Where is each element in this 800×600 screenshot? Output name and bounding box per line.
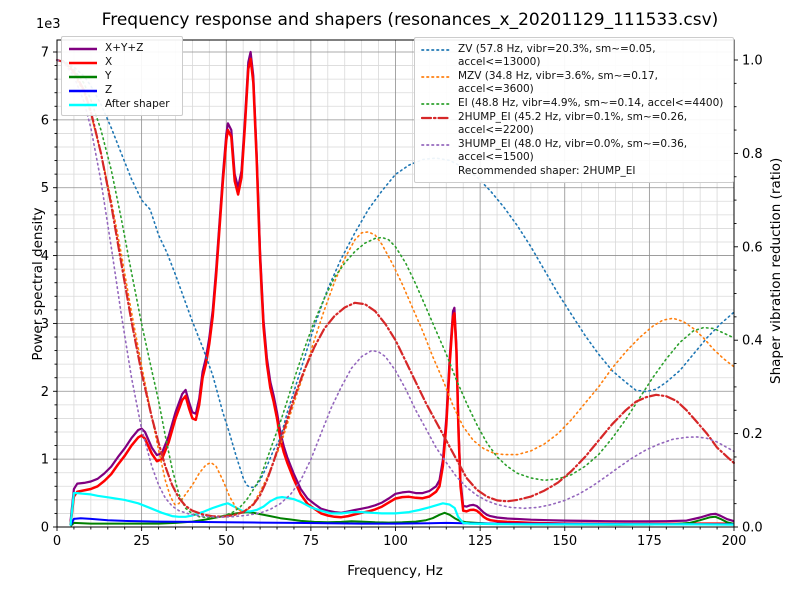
y-left-tick-label: 7 <box>41 46 49 61</box>
line-swatch-y <box>69 75 97 79</box>
series-ei <box>56 59 735 519</box>
legend-label: MZV (34.8 Hz, vibr=3.6%, sm~=0.17, accel… <box>458 70 658 95</box>
legend-item: MZV (34.8 Hz, vibr=3.6%, sm~=0.17, accel… <box>421 70 727 96</box>
x-tick-label: 175 <box>637 534 662 549</box>
y-right-tick-label: 0.2 <box>742 427 763 442</box>
y-left-tick-label: 2 <box>41 385 49 400</box>
y-axis-offset-label: 1e3 <box>36 17 61 32</box>
legend-item: Z <box>68 84 176 97</box>
series-x-y-z <box>69 50 735 523</box>
line-swatch-3hump-ei <box>421 144 451 146</box>
line-swatch-ei <box>421 103 451 105</box>
y-left-tick-label: 4 <box>41 249 49 264</box>
line-swatch-2hump-ei <box>421 116 451 120</box>
y-right-tick-label: 0.0 <box>742 521 763 536</box>
legend-item: After shaper <box>68 98 176 111</box>
line-swatch-after-shaper <box>69 103 97 107</box>
legend-label: 2HUMP_EI (45.2 Hz, vibr=0.1%, sm~=0.26, … <box>458 111 688 136</box>
x-tick-label: 100 <box>383 534 408 549</box>
x-tick-label: 50 <box>218 534 235 549</box>
recommended-shaper-text: Recommended shaper: 2HUMP_EI <box>458 165 636 177</box>
x-axis-label: Frequency, Hz <box>347 563 443 579</box>
axis-tick-labels: 0 25 50 75 100 125 150 175 200 0 1 2 3 4 5 6 7 0.0 0.2 0.4 0… <box>41 46 763 550</box>
y-axis-left-label: Power spectral density <box>30 207 46 361</box>
y-right-tick-label: 0.6 <box>742 240 763 255</box>
x-tick-label: 125 <box>468 534 493 549</box>
line-swatch-zv <box>421 49 451 51</box>
y-left-tick-label: 0 <box>41 521 49 536</box>
y-right-tick-label: 0.8 <box>742 147 763 162</box>
x-tick-label: 200 <box>722 534 747 549</box>
y-right-tick-label: 0.4 <box>742 334 763 349</box>
legend-item: Y <box>68 70 176 83</box>
legend-item: 3HUMP_EI (48.0 Hz, vibr=0.0%, sm~=0.36, … <box>421 138 727 164</box>
legend-psd: X+Y+Z X Y Z After shaper <box>61 36 183 116</box>
y-left-tick-label: 6 <box>41 113 49 128</box>
y-left-tick-label: 3 <box>41 317 49 332</box>
series-3hump-ei <box>56 59 735 518</box>
x-tick-label: 150 <box>552 534 577 549</box>
y-left-tick-label: 1 <box>41 453 49 468</box>
legend-label: Z <box>105 84 113 96</box>
legend-item: 2HUMP_EI (45.2 Hz, vibr=0.1%, sm~=0.26, … <box>421 111 727 137</box>
series-x <box>69 57 735 526</box>
series-after-shaper <box>69 492 735 526</box>
line-swatch-z <box>69 89 97 93</box>
legend-recommended: Recommended shaper: 2HUMP_EI <box>421 165 727 178</box>
series-mzv <box>56 59 735 513</box>
legend-item: EI (48.8 Hz, vibr=4.9%, sm~=0.14, accel<… <box>421 97 727 110</box>
y-axis-right-label: Shaper vibration reduction (ratio) <box>768 157 784 384</box>
x-tick-label: 75 <box>303 534 320 549</box>
legend-shapers: ZV (57.8 Hz, vibr=20.3%, sm~=0.05, accel… <box>414 37 734 183</box>
line-swatch-mzv <box>421 76 451 78</box>
axis-ticks <box>53 51 738 531</box>
x-tick-label: 25 <box>133 534 150 549</box>
legend-item: ZV (57.8 Hz, vibr=20.3%, sm~=0.05, accel… <box>421 43 727 69</box>
legend-label: 3HUMP_EI (48.0 Hz, vibr=0.0%, sm~=0.36, … <box>458 138 688 163</box>
line-swatch-xyz <box>69 47 97 51</box>
legend-label: Y <box>105 70 112 82</box>
series-group <box>55 50 736 527</box>
legend-label: ZV (57.8 Hz, vibr=20.3%, sm~=0.05, accel… <box>458 43 656 68</box>
legend-label: After shaper <box>105 98 170 110</box>
legend-item: X <box>68 56 176 69</box>
series-2hump-ei <box>55 58 736 518</box>
legend-item: X+Y+Z <box>68 42 176 55</box>
series-zv <box>56 59 735 489</box>
chart-title: Frequency response and shapers (resonanc… <box>101 10 719 30</box>
x-tick-label: 0 <box>53 534 61 549</box>
legend-label: EI (48.8 Hz, vibr=4.9%, sm~=0.14, accel<… <box>458 97 724 109</box>
y-right-tick-label: 1.0 <box>742 54 763 69</box>
line-swatch-x <box>69 61 97 65</box>
y-left-tick-label: 5 <box>41 181 49 196</box>
legend-label: X+Y+Z <box>105 42 144 54</box>
legend-label: X <box>105 56 113 68</box>
